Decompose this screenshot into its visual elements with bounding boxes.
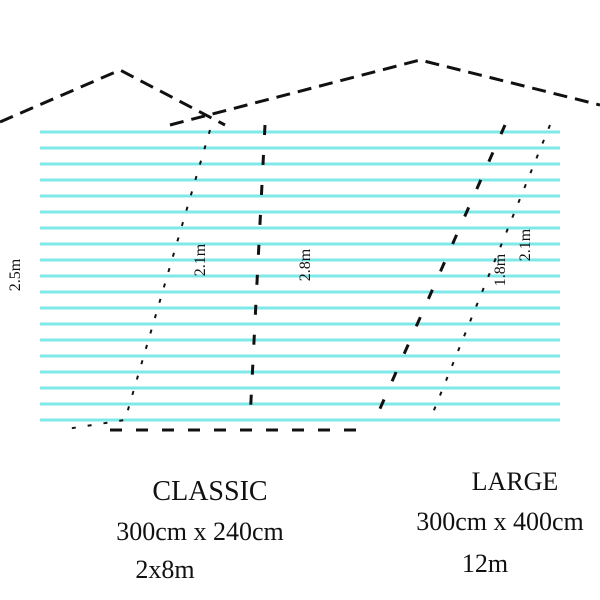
left-area: 2x8m	[135, 555, 194, 584]
dimension: 2.1m	[192, 243, 209, 276]
left-roof	[0, 68, 226, 127]
right-edge-2	[373, 124, 507, 421]
right-size: 300cm x 400cm	[416, 507, 584, 536]
left-edge	[59, 129, 211, 431]
dimension: 2.5m	[7, 258, 24, 291]
left-size: 300cm x 240cm	[116, 517, 284, 546]
left-title: CLASSIC	[152, 476, 267, 507]
dimension: 2.8m	[297, 248, 314, 281]
right-edge-1	[248, 124, 267, 421]
dimension: 1.8m	[492, 253, 509, 286]
right-roof	[169, 58, 600, 127]
right-title: LARGE	[472, 467, 559, 496]
right-edge-3	[429, 124, 551, 421]
siding	[40, 130, 560, 422]
dimension: 2.1m	[517, 228, 534, 261]
right-area: 12m	[462, 549, 508, 578]
